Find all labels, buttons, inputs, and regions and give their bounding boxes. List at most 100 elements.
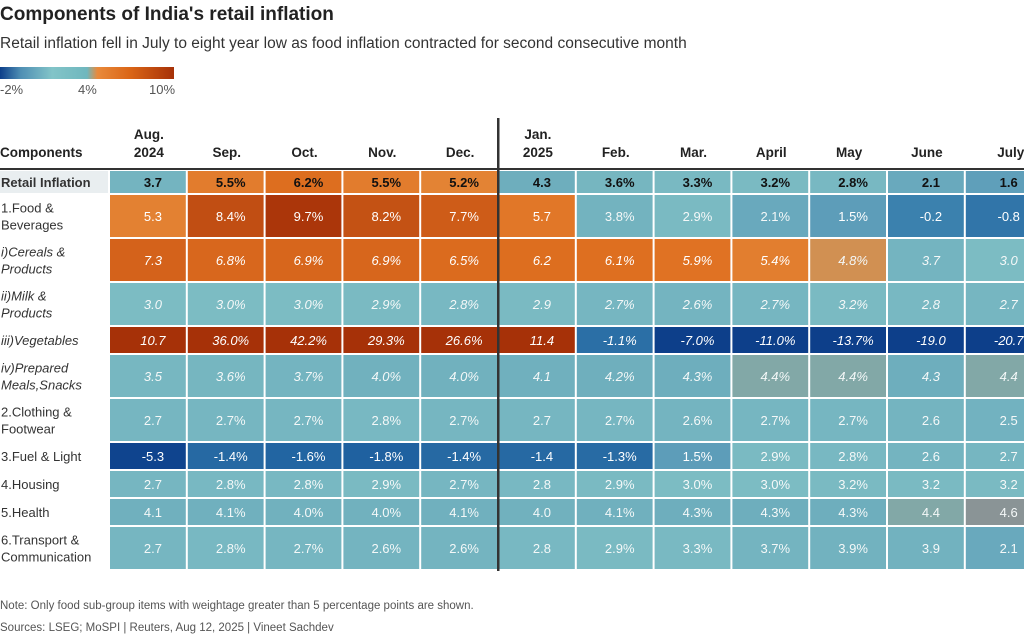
heatmap-cell [421, 195, 497, 237]
heatmap-cell [810, 399, 886, 441]
heatmap-cell [888, 499, 964, 525]
row-label-bg [0, 527, 108, 569]
cell-value-label: 2.1 [1000, 541, 1018, 556]
cell-value-label: 3.2 [922, 477, 940, 492]
cell-value-label: 36.0% [212, 333, 249, 348]
heatmap-cell [421, 499, 497, 525]
heatmap-cell [654, 399, 731, 441]
row-label-bg [0, 283, 108, 325]
heatmap-cell [965, 195, 1024, 237]
cell-value-label: 3.0% [683, 477, 713, 492]
cell-value-label: 3.9% [838, 541, 868, 556]
heatmap-cell [187, 443, 264, 469]
heatmap-cell [110, 499, 186, 525]
column-header-1: Aug. [134, 127, 164, 142]
column-header-6: Jan. [524, 127, 551, 142]
cell-value-label: 3.0 [144, 297, 163, 312]
heatmap-cell [343, 443, 420, 469]
heatmap-cell [810, 499, 886, 525]
heatmap-cell [187, 195, 264, 237]
cell-value-label: 4.3% [760, 505, 790, 520]
heatmap-cell [810, 195, 886, 237]
cell-value-label: 2.8% [216, 541, 246, 556]
heatmap-cell [499, 471, 575, 497]
cell-value-label: 5.9% [683, 253, 713, 268]
cell-value-label: 4.3 [922, 369, 941, 384]
heatmap-cell [732, 355, 809, 397]
heatmap-cell [265, 471, 342, 497]
heatmap-cell [654, 355, 731, 397]
heatmap-cell [654, 195, 731, 237]
heatmap-cell [888, 283, 964, 325]
heatmap-cell [421, 171, 497, 193]
heatmap-cell [499, 195, 575, 237]
cell-value-label: 3.8% [605, 209, 635, 224]
cell-value-label: 2.7% [294, 413, 324, 428]
cell-value-label: 4.1 [144, 505, 162, 520]
cell-value-label: 3.0% [216, 297, 246, 312]
heatmap-cell [421, 239, 497, 281]
cell-value-label: 2.7 [144, 477, 162, 492]
cell-value-label: 3.7% [294, 369, 324, 384]
cell-value-label: 2.5 [1000, 413, 1018, 428]
cell-value-label: 6.2% [294, 175, 324, 190]
heatmap-cell [110, 471, 186, 497]
heatmap-cell [965, 443, 1024, 469]
heatmap-cell [499, 327, 575, 353]
cell-value-label: 6.9% [294, 253, 324, 268]
heatmap-cell [732, 195, 809, 237]
heatmap-cell [265, 527, 342, 569]
cell-value-label: 2.8% [294, 477, 324, 492]
heatmap-cell [732, 499, 809, 525]
cell-value-label: 5.4% [760, 253, 790, 268]
heatmap-cell [965, 171, 1024, 193]
heatmap-cell [576, 239, 653, 281]
cell-value-label: 2.9% [605, 541, 635, 556]
heatmap-cell [888, 355, 964, 397]
heatmap-cell [187, 239, 264, 281]
row-header-label: Components [0, 145, 83, 160]
heatmap-cell [888, 471, 964, 497]
cell-value-label: -1.8% [369, 449, 403, 464]
row-label: iii)Vegetables [1, 333, 79, 348]
row-label: Products [1, 262, 53, 277]
cell-value-label: 4.4% [760, 369, 790, 384]
column-header-10: May [836, 145, 863, 160]
heatmap-cell [576, 499, 653, 525]
cell-value-label: 4.4 [1000, 369, 1018, 384]
heatmap-cell [421, 471, 497, 497]
cell-value-label: 4.0% [449, 369, 479, 384]
heatmap-cell [576, 195, 653, 237]
cell-value-label: 2.6 [922, 413, 940, 428]
cell-value-label: 3.3% [683, 175, 713, 190]
column-header-3: Oct. [291, 145, 317, 160]
cell-value-label: 6.9% [371, 253, 401, 268]
cell-value-label: 3.6% [216, 369, 246, 384]
heatmap-cell [965, 283, 1024, 325]
cell-value-label: 3.5 [144, 369, 163, 384]
cell-value-label: 2.8% [216, 477, 246, 492]
heatmap-cell [187, 327, 264, 353]
cell-value-label: 4.4% [838, 369, 868, 384]
cell-value-label: 26.6% [445, 333, 483, 348]
year-separator [497, 118, 500, 571]
row-label: 3.Fuel & Light [1, 449, 82, 464]
heatmap-cell [499, 283, 575, 325]
heatmap-cell [265, 443, 342, 469]
row-label: iv)Prepared [1, 361, 69, 376]
column-header-5: Dec. [446, 145, 475, 160]
heatmap-cell [421, 443, 497, 469]
cell-value-label: -1.4% [214, 449, 248, 464]
cell-value-label: 1.6 [1000, 175, 1018, 190]
legend-label-max: 10% [149, 82, 176, 97]
heatmap-cell [810, 239, 886, 281]
cell-value-label: 2.7 [1000, 449, 1018, 464]
heatmap-cell [187, 499, 264, 525]
cell-value-label: 4.0 [533, 505, 551, 520]
cell-value-label: 4.6 [1000, 505, 1018, 520]
heatmap-cell [654, 471, 731, 497]
cell-value-label: 2.7% [838, 413, 868, 428]
cell-value-label: 2.7% [604, 297, 635, 312]
cell-value-label: -1.3% [603, 449, 637, 464]
cell-value-label: 6.2 [533, 253, 552, 268]
